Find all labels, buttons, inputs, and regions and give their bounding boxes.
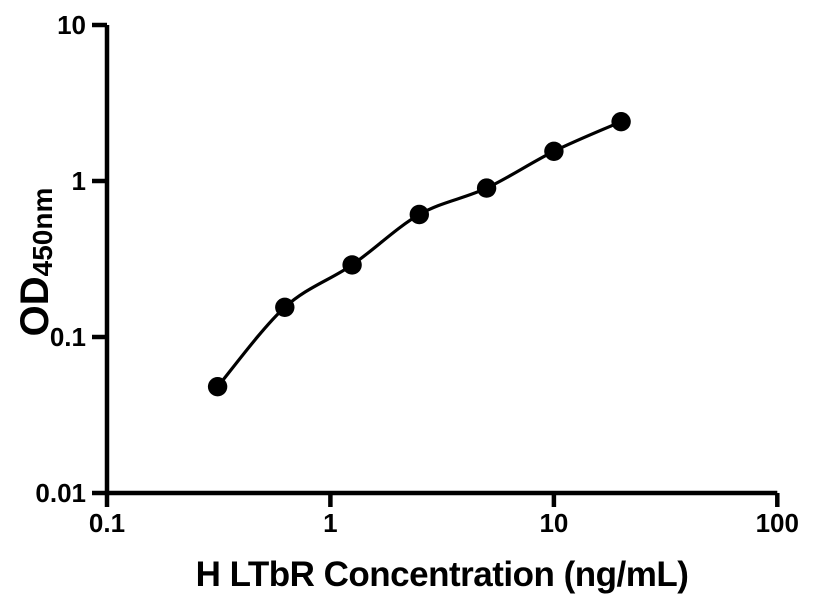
- x-tick-label: 0.1: [89, 508, 125, 538]
- y-axis-title-subscript: 450nm: [27, 188, 58, 277]
- fit-curve-path: [216, 120, 623, 389]
- x-axis-ticks: 0.1 1 10 100: [89, 493, 799, 538]
- x-tick-label: 1: [323, 508, 337, 538]
- y-tick-label: 1: [72, 166, 86, 196]
- data-point: [409, 204, 429, 225]
- axis-spines: [104, 25, 778, 496]
- y-tick-label: 0.01: [35, 478, 86, 508]
- y-tick-label: 0.1: [50, 322, 86, 352]
- data-point: [275, 297, 295, 317]
- x-axis-title: H LTbR Concentration (ng/mL): [196, 555, 689, 594]
- y-axis-ticks: 10 1 0.1 0.01: [35, 10, 107, 508]
- y-axis-title-main: OD: [13, 276, 57, 336]
- plot-content: [207, 112, 631, 397]
- y-tick-label: 10: [57, 10, 86, 40]
- data-point: [611, 112, 631, 132]
- x-tick-label: 100: [756, 508, 799, 538]
- data-point: [476, 178, 497, 198]
- data-point: [207, 377, 228, 397]
- x-tick-label: 10: [539, 508, 568, 538]
- data-points: [207, 112, 631, 397]
- y-axis-title: OD450nm: [13, 188, 58, 337]
- data-point: [342, 255, 362, 275]
- data-point: [544, 141, 564, 161]
